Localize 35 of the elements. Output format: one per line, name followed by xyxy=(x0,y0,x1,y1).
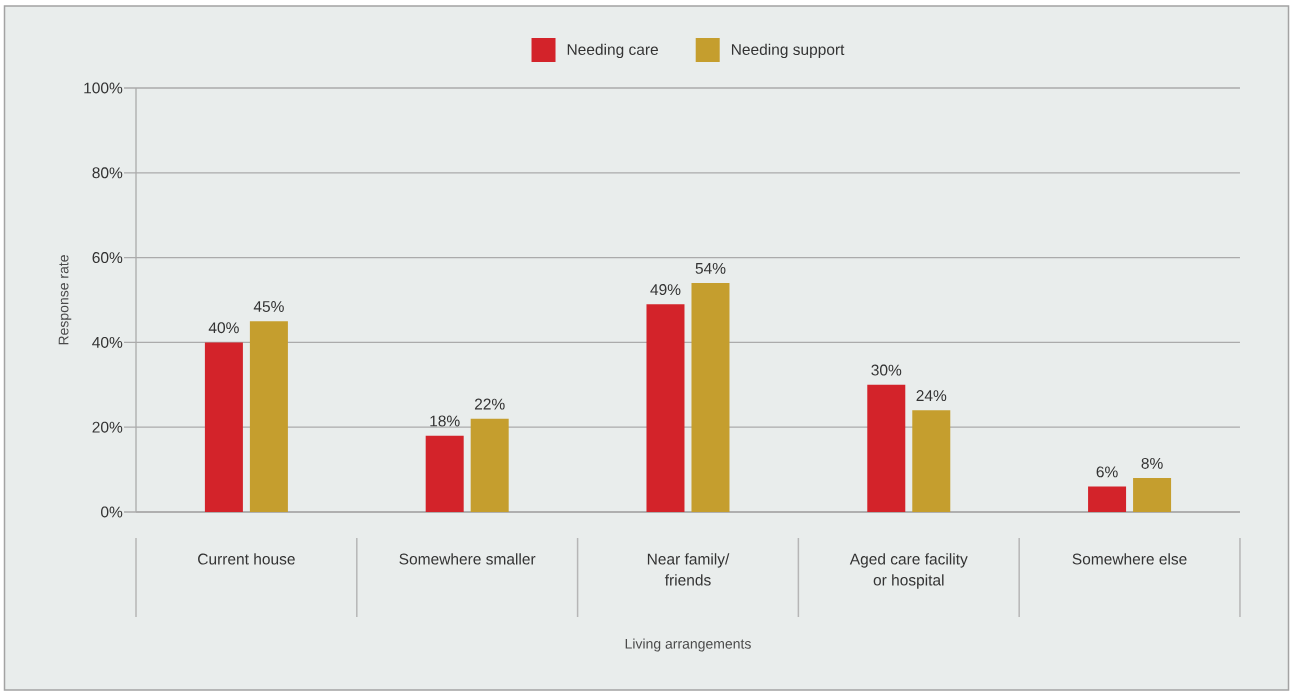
data-label: 8% xyxy=(1141,457,1163,469)
bar xyxy=(691,283,730,512)
x-tick-label: Current house xyxy=(198,553,295,565)
y-tick-label: 20% xyxy=(92,421,123,433)
bar xyxy=(204,342,243,512)
bar xyxy=(470,418,509,512)
data-label: 22% xyxy=(474,398,505,410)
bar xyxy=(912,410,951,512)
x-tick-label: Near family/ friends xyxy=(647,553,730,586)
legend-label: Needing care xyxy=(567,43,658,59)
bar xyxy=(249,321,288,512)
data-label: 18% xyxy=(430,415,460,427)
data-label: 45% xyxy=(253,301,284,312)
x-tick-label: Somewhere else xyxy=(1072,553,1187,565)
y-tick-label: 80% xyxy=(92,167,123,179)
data-label: 54% xyxy=(695,262,726,274)
bar xyxy=(1088,486,1127,512)
y-tick-label: 100% xyxy=(84,82,123,94)
data-label: 30% xyxy=(871,364,902,376)
y-tick-label: 0% xyxy=(101,506,123,518)
legend-label: Needing support xyxy=(731,43,845,59)
data-label: 49% xyxy=(650,284,681,296)
bar xyxy=(425,435,464,512)
y-tick-label: 40% xyxy=(92,336,123,348)
y-axis-title: Response rate xyxy=(58,255,72,345)
x-tick-label: Somewhere smaller xyxy=(399,553,536,565)
data-label: 40% xyxy=(208,322,239,334)
bar xyxy=(1133,478,1172,512)
y-tick-label: 60% xyxy=(92,252,123,264)
data-label: 24% xyxy=(916,390,947,402)
x-tick-label: Aged care facility or hospital xyxy=(849,553,968,589)
data-label: 6% xyxy=(1096,466,1118,478)
x-axis-title: Living arrangements xyxy=(625,638,751,652)
bar xyxy=(867,384,906,512)
bar xyxy=(646,304,685,512)
